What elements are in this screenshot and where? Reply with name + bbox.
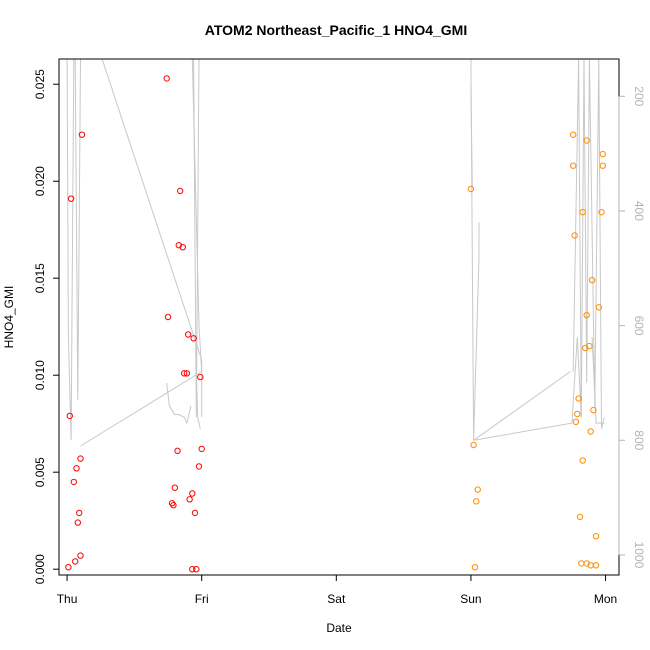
data-point-series-1 [191, 509, 199, 517]
y-axis-label: HNO4_GMI [2, 286, 16, 349]
data-point-series-1 [174, 447, 181, 454]
x-tick-label: Sat [327, 592, 346, 606]
pressure-line [166, 382, 192, 425]
data-point-series-2 [592, 533, 600, 540]
data-points [65, 75, 606, 573]
data-point-series-1 [189, 490, 196, 497]
data-point-series-1 [193, 566, 200, 573]
pressure-line [195, 371, 201, 429]
y-tick-label: 0.005 [33, 457, 47, 487]
data-point-series-1 [163, 75, 170, 82]
pressure-line [101, 58, 203, 418]
data-point-series-2 [599, 150, 606, 158]
data-point-series-2 [579, 209, 586, 216]
data-point-series-1 [73, 465, 80, 472]
data-point-series-1 [181, 370, 188, 377]
y-tick-label: 0.000 [33, 554, 47, 584]
data-point-series-1 [179, 244, 187, 251]
data-point-series-1 [177, 187, 184, 195]
y-axis: 0.000 0.005 0.010 0.015 0.020 0.025 [33, 69, 60, 584]
data-point-series-2 [570, 131, 577, 138]
data-point-series-1 [189, 566, 196, 573]
data-point-series-2 [575, 395, 582, 402]
y2-tick-label: 600 [632, 316, 646, 336]
x-tick-label: Sun [460, 592, 481, 606]
y-tick-label: 0.015 [33, 263, 47, 293]
pressure-line [80, 58, 203, 447]
pressure-line [470, 58, 480, 441]
pressure-line [473, 58, 605, 441]
data-point-series-1 [77, 455, 84, 462]
y-tick-label: 0.020 [33, 166, 47, 196]
data-point-series-2 [582, 344, 589, 352]
data-point-series-2 [598, 209, 605, 216]
data-point-series-2 [583, 311, 590, 319]
pressure-track [66, 58, 605, 447]
data-point-series-1 [78, 131, 86, 138]
data-point-series-2 [571, 232, 578, 239]
y2-tick-label: 800 [632, 430, 646, 450]
data-point-series-1 [76, 509, 83, 517]
data-point-series-2 [572, 418, 580, 425]
y2-tick-label: 200 [632, 86, 646, 106]
data-point-series-2 [471, 564, 479, 571]
y-tick-label: 0.010 [33, 360, 47, 390]
y2-tick-label: 1000 [632, 542, 646, 569]
data-point-series-1 [67, 195, 75, 202]
data-point-series-1 [183, 370, 191, 377]
data-point-series-2 [473, 498, 480, 505]
data-point-series-1 [171, 484, 179, 491]
data-point-series-2 [474, 486, 481, 493]
data-point-series-1 [72, 558, 79, 565]
data-point-series-2 [470, 441, 477, 449]
data-point-series-1 [170, 502, 177, 509]
data-point-series-2 [570, 162, 577, 169]
data-point-series-1 [164, 313, 172, 321]
data-point-series-2 [579, 457, 586, 464]
data-point-series-2 [588, 276, 596, 284]
x-tick-label: Thu [57, 592, 78, 606]
data-point-series-1 [74, 519, 82, 526]
data-point-series-1 [70, 478, 78, 486]
data-point-series-1 [190, 335, 197, 342]
x-tick-label: Mon [594, 592, 617, 606]
y2-tick-label: 400 [632, 201, 646, 221]
data-point-series-2 [583, 137, 590, 144]
pressure-line [74, 58, 81, 401]
data-point-series-1 [186, 496, 193, 503]
data-point-series-2 [587, 428, 594, 435]
data-point-series-2 [592, 562, 600, 569]
data-point-series-1 [197, 373, 204, 381]
x-tick-label: Fri [195, 592, 209, 606]
data-point-series-1 [185, 331, 192, 338]
data-point-series-2 [574, 410, 581, 418]
chart-title: ATOM2 Northeast_Pacific_1 HNO4_GMI [205, 22, 467, 38]
data-point-series-2 [576, 513, 584, 520]
pressure-line [193, 58, 200, 418]
data-point-series-1 [195, 463, 203, 470]
data-point-series-1 [65, 564, 72, 571]
x-axis: Thu Fri Sat Sun Mon [57, 574, 617, 606]
right-pressure-axis: 200 400 600 800 1000 [618, 86, 646, 569]
data-point-series-1 [66, 412, 74, 420]
x-axis-label: Date [326, 621, 352, 635]
data-point-series-2 [599, 162, 606, 169]
y-tick-label: 0.025 [33, 69, 47, 99]
pressure-line [66, 58, 75, 441]
data-point-series-2 [595, 304, 602, 311]
data-point-series-2 [590, 406, 597, 414]
data-point-series-1 [198, 445, 205, 453]
data-point-series-2 [467, 185, 475, 193]
data-point-series-1 [77, 552, 84, 559]
pressure-line [473, 371, 571, 441]
pressure-line [591, 337, 605, 424]
data-point-series-2 [583, 560, 590, 567]
pressure-line [470, 84, 473, 189]
